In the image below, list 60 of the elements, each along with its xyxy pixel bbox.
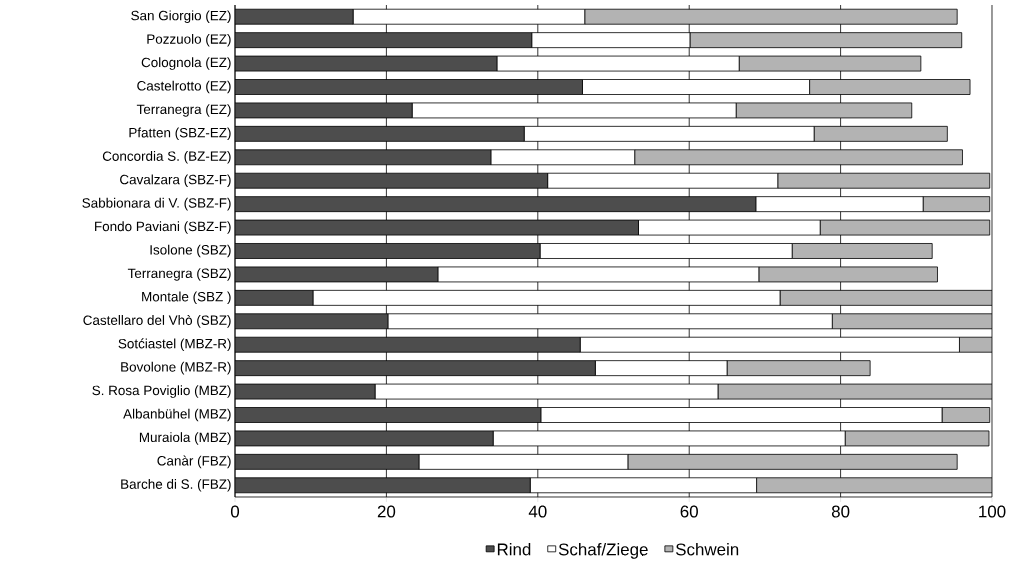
bar (235, 32, 533, 49)
bar (235, 336, 581, 353)
y-tick-label: Barche di S. (FBZ) (121, 479, 231, 492)
y-tick-label: Canàr (FBZ) (157, 455, 231, 469)
bar (235, 149, 492, 166)
bar (726, 360, 871, 377)
bar (235, 243, 541, 260)
x-tick-label: 0 (230, 505, 240, 518)
bar (634, 149, 963, 166)
bar (235, 196, 757, 213)
y-tick-label: Isolone (SBZ) (150, 244, 231, 258)
bar (689, 32, 963, 49)
bar (777, 172, 991, 189)
bar (235, 360, 596, 377)
bar (922, 196, 991, 213)
legend-label: Rind (497, 543, 531, 556)
bar (941, 407, 991, 424)
x-tick-label: 80 (831, 505, 850, 518)
bar (235, 313, 389, 330)
bar (813, 126, 948, 142)
y-tick-label: San Giorgio (EZ) (131, 10, 231, 24)
bar (756, 477, 992, 494)
bar (235, 79, 583, 96)
y-tick-label: Albanbühel (MBZ) (123, 408, 231, 422)
bar (594, 360, 728, 377)
bar (235, 407, 542, 424)
legend-label: Schaf/Ziege (558, 543, 648, 559)
bar (627, 454, 958, 470)
bar (235, 8, 354, 25)
y-tick-label: Fondo Paviani (SBZ-F) (95, 221, 231, 234)
y-tick-label: Terranegra (SBZ) (127, 268, 231, 281)
y-tick-label: Montale (SBZ ) (142, 291, 231, 305)
y-tick-label: Sabbionara di V. (SBZ-F) (82, 198, 231, 211)
bar (235, 454, 420, 470)
y-tick-label: S. Rosa Poviglio (MBZ) (92, 385, 231, 398)
y-tick-label: Castelrotto (EZ) (137, 80, 231, 94)
bar (831, 313, 992, 330)
y-tick-label: Cavalzara (SBZ-F) (120, 174, 231, 188)
bar (809, 79, 971, 96)
bar (235, 126, 525, 142)
legend-label: Schwein (676, 543, 739, 556)
bar (235, 172, 549, 189)
y-tick-label: Castellaro del Vhò (SBZ) (83, 315, 231, 328)
x-tick-label: 40 (528, 505, 547, 518)
bar (779, 290, 992, 306)
bar (235, 477, 531, 494)
y-tick-label: Bovolone (MBZ-R) (121, 362, 231, 375)
y-tick-label: Concordia S. (BZ-EZ) (102, 151, 231, 164)
bar (584, 8, 958, 25)
y-tick-label: Pfatten (SBZ-EZ) (129, 127, 231, 141)
bar (235, 290, 314, 306)
x-tick-label: 60 (680, 505, 698, 518)
y-tick-label: Muraiola (MBZ) (139, 432, 231, 445)
y-tick-label: Colognola (EZ) (141, 57, 231, 70)
bar (791, 243, 933, 260)
x-tick-label: 20 (377, 505, 396, 518)
x-tick-label: 100 (979, 505, 1006, 518)
y-tick-label: Pozzuolo (EZ) (147, 34, 231, 47)
y-tick-label: Terranegra (EZ) (136, 104, 231, 117)
y-tick-label: Sotćiastel (MBZ-R) (118, 338, 231, 352)
